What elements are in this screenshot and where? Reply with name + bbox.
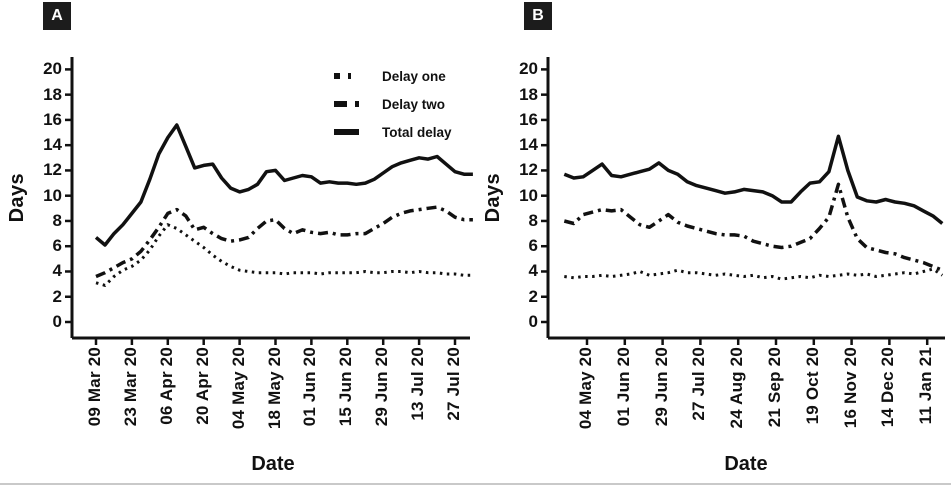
x-tick-label-panel-a: 06 Apr 20 <box>156 347 176 425</box>
y-axis-title-panel-b: Days <box>482 172 504 223</box>
x-tick-label-panel-b: 11 Jan 21 <box>916 347 936 425</box>
y-tick-label-panel-b: 20 <box>519 59 538 79</box>
x-tick-label-panel-b: 19 Oct 20 <box>802 347 822 425</box>
legend-marker-segment <box>334 101 347 107</box>
legend-panel-a: Delay one Delay two Total delay <box>334 62 452 146</box>
y-tick-label-panel-b: 6 <box>528 236 538 256</box>
panel-badge-b: B <box>524 2 552 30</box>
x-tick-label-panel-a: 18 May 20 <box>264 347 284 430</box>
panel-badge-a: A <box>43 2 71 30</box>
x-tick-label-panel-a: 20 Apr 20 <box>192 347 212 425</box>
x-tick-label-panel-b: 01 Jun 20 <box>613 347 633 427</box>
series-total-delay-panel-a <box>94 123 473 247</box>
legend-label-delay-two: Delay two <box>382 96 446 112</box>
y-axis-title-panel-a: Days <box>6 172 28 223</box>
x-tick-label-panel-b: 29 Jun 20 <box>651 347 671 427</box>
legend-marker-segment <box>348 73 351 79</box>
y-tick-label-panel-a: 2 <box>52 286 62 306</box>
y-tick-label-panel-a: 6 <box>52 236 62 256</box>
y-tick-label-panel-b: 8 <box>528 210 538 230</box>
series-delay-two-panel-a <box>95 205 473 279</box>
y-tick-label-panel-b: 2 <box>528 286 538 306</box>
x-tick-label-panel-b: 24 Aug 20 <box>727 347 747 429</box>
x-tick-label-panel-a: 23 Mar 20 <box>120 347 140 427</box>
x-tick-label-panel-a: 15 Jun 20 <box>336 347 356 427</box>
y-tick-label-panel-b: 10 <box>519 185 538 205</box>
legend-item-delay-two: Delay two <box>334 90 452 118</box>
y-tick-label-panel-b: 14 <box>519 135 538 155</box>
x-axis-title-panel-a: Date <box>251 453 295 475</box>
y-tick-label-panel-b: 4 <box>528 261 538 281</box>
y-tick-label-panel-b: 18 <box>519 84 538 104</box>
x-tick-label-panel-b: 14 Dec 20 <box>878 347 898 428</box>
series-delay-one-panel-b <box>564 267 944 281</box>
y-tick-label-panel-a: 14 <box>43 135 62 155</box>
x-axis-title-panel-b: Date <box>724 453 768 475</box>
legend-marker-segment <box>334 73 340 79</box>
y-axis-title-wrap-panel-a: Days <box>6 57 29 338</box>
legend-item-total-delay: Total delay <box>334 118 452 146</box>
series-total-delay-panel-b <box>563 134 944 225</box>
x-tick-label-panel-a: 04 May 20 <box>228 347 248 430</box>
y-axis-title-wrap-panel-b: Days <box>482 57 505 338</box>
y-tick-label-panel-a: 8 <box>52 210 62 230</box>
x-tick-label-panel-a: 01 Jun 20 <box>300 347 320 427</box>
y-tick-label-panel-b: 12 <box>519 160 538 180</box>
series-delay-two-panel-b <box>563 182 943 272</box>
dotted-line-marker <box>334 73 372 79</box>
x-tick-label-panel-a: 13 Jul 20 <box>408 347 428 421</box>
dotdash-line-marker <box>334 101 372 107</box>
y-tick-label-panel-a: 16 <box>43 109 62 129</box>
x-tick-label-panel-b: 21 Sep 20 <box>765 347 784 428</box>
y-tick-label-panel-a: 4 <box>52 261 62 281</box>
legend-label-delay-one: Delay one <box>382 68 446 84</box>
x-tick-label-panel-b: 04 May 20 <box>576 347 595 430</box>
x-tick-label-panel-b: 16 Nov 20 <box>840 347 860 429</box>
legend-label-total-delay: Total delay <box>382 124 452 140</box>
x-tick-label-panel-a: 09 Mar 20 <box>85 347 104 427</box>
legend-marker-segment <box>334 129 359 135</box>
x-tick-label-panel-a: 29 Jun 20 <box>372 347 392 427</box>
y-tick-label-panel-a: 20 <box>43 59 62 79</box>
y-tick-label-panel-a: 12 <box>43 160 62 180</box>
y-tick-label-panel-a: 18 <box>43 84 62 104</box>
y-tick-label-panel-b: 0 <box>528 312 538 331</box>
y-tick-label-panel-b: 16 <box>519 109 538 129</box>
x-tick-label-panel-a: 27 Jul 20 <box>444 347 463 421</box>
legend-marker-segment <box>355 101 359 107</box>
y-tick-label-panel-a: 0 <box>52 312 62 331</box>
legend-item-delay-one: Delay one <box>334 62 452 90</box>
y-tick-label-panel-a: 10 <box>43 185 62 205</box>
x-tick-label-panel-b: 27 Jul 20 <box>689 347 709 421</box>
solid-line-marker <box>334 129 372 135</box>
figure-bottom-border <box>0 483 951 485</box>
